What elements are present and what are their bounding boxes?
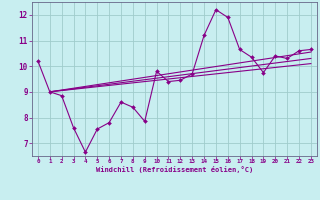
X-axis label: Windchill (Refroidissement éolien,°C): Windchill (Refroidissement éolien,°C) <box>96 166 253 173</box>
